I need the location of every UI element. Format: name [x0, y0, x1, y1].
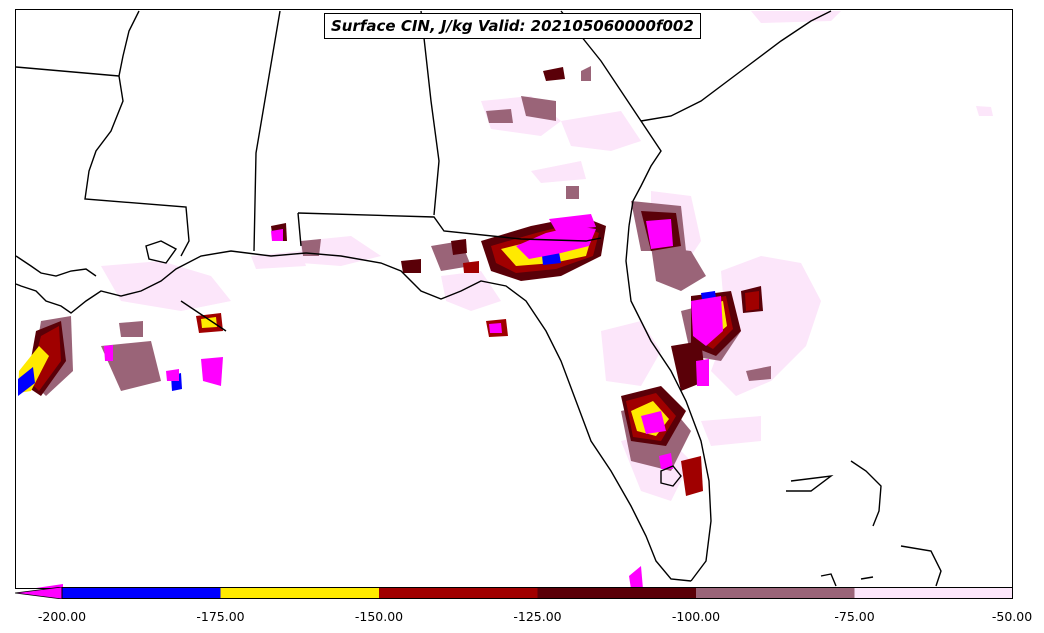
colorbar-tick-label: -150.00 — [354, 609, 404, 624]
cin-map — [16, 10, 993, 588]
colorbar-tick-label: -175.00 — [196, 609, 245, 624]
colorbar-bin-3 — [379, 587, 538, 599]
colorbar-bin-5 — [696, 587, 855, 599]
colorbar — [15, 587, 1013, 599]
cin-magenta-areas — [36, 214, 723, 588]
colorbar-under-arrow — [15, 587, 63, 599]
map-title: Surface CIN, J/kg Valid: 202105060000f00… — [324, 13, 701, 39]
colorbar-outline — [61, 587, 1013, 599]
colorbar-tick-label: -200.00 — [37, 609, 87, 624]
colorbar-tick-label: -125.00 — [513, 609, 562, 624]
cin-darkred-areas — [26, 67, 763, 446]
colorbar-bin-2 — [220, 587, 379, 599]
colorbar-tick-label: -50.00 — [991, 609, 1033, 624]
colorbar-bin-4 — [537, 587, 696, 599]
colorbar-bin-6 — [854, 587, 1013, 599]
coastlines-borders — [16, 10, 942, 587]
colorbar-tick-label: -75.00 — [834, 609, 875, 624]
map-panel — [15, 9, 1013, 589]
colorbar-bin-1 — [62, 587, 221, 599]
colorbar-tick-label: -100.00 — [671, 609, 721, 624]
